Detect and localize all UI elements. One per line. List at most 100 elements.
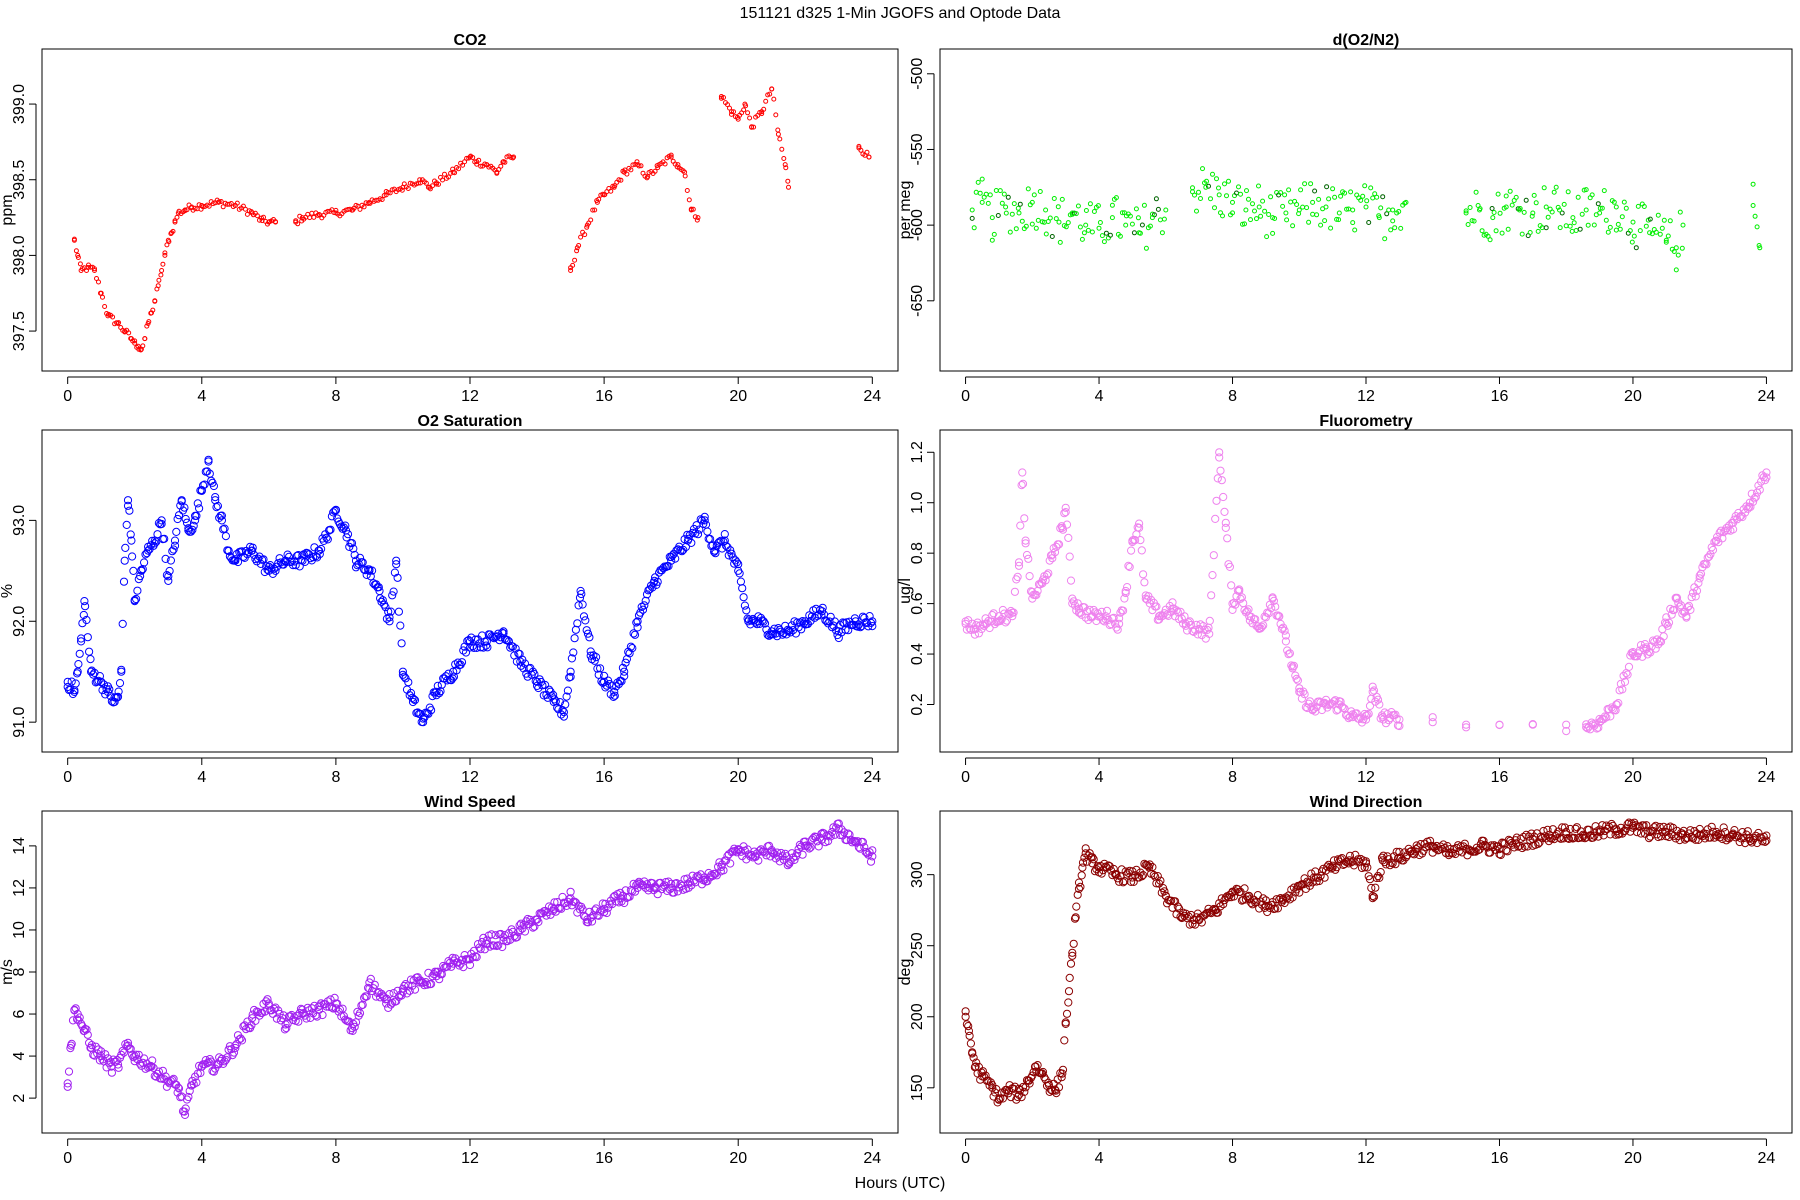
data-point — [1004, 1086, 1014, 1095]
data-point — [1111, 870, 1120, 879]
data-point — [270, 1004, 279, 1014]
data-point — [423, 980, 432, 989]
data-point — [375, 586, 384, 596]
data-point — [1201, 909, 1210, 919]
data-point — [385, 990, 394, 999]
data-point — [1180, 911, 1189, 920]
data-point — [1674, 598, 1683, 607]
data-point — [81, 602, 90, 611]
data-point — [172, 527, 181, 537]
data-point — [651, 573, 660, 582]
data-point — [1591, 222, 1597, 228]
data-point — [102, 304, 108, 309]
data-point — [628, 644, 637, 653]
data-point — [396, 621, 405, 630]
data-point — [586, 651, 595, 660]
figure-xlabel: Hours (UTC) — [855, 1175, 946, 1192]
data-point — [1069, 210, 1075, 216]
data-point — [177, 496, 186, 505]
data-point — [785, 626, 794, 635]
data-point — [683, 536, 693, 545]
data-point — [1467, 205, 1473, 210]
data-point — [1628, 823, 1638, 832]
data-point — [161, 554, 170, 564]
data-point — [1250, 201, 1255, 207]
data-point — [1139, 871, 1148, 880]
data-point — [814, 842, 823, 851]
data-point — [224, 546, 233, 555]
x-tick-label: 8 — [331, 1150, 340, 1167]
x-tick-label: 12 — [1357, 388, 1375, 405]
data-point — [119, 577, 129, 586]
data-point — [620, 672, 629, 681]
data-point — [585, 633, 594, 642]
data-point — [488, 633, 497, 642]
x-axis: 0 4 8 12 16 20 24 — [961, 376, 1775, 405]
data-point — [1208, 571, 1217, 580]
data-point — [1298, 187, 1304, 193]
data-point — [68, 689, 78, 699]
data-point — [610, 691, 619, 700]
data-point — [1073, 599, 1082, 608]
data-point — [1295, 881, 1304, 891]
data-point — [1575, 194, 1581, 200]
data-point — [129, 1053, 138, 1062]
data-point — [73, 667, 82, 676]
data-point — [845, 830, 854, 839]
data-point — [1528, 835, 1537, 844]
data-point — [586, 647, 595, 656]
data-point — [1221, 523, 1230, 533]
data-point — [386, 607, 395, 616]
data-point — [1479, 836, 1488, 846]
data-point — [1667, 218, 1673, 224]
data-point — [1163, 207, 1169, 213]
data-point — [80, 597, 89, 606]
data-point — [140, 1054, 149, 1063]
data-point — [868, 622, 877, 631]
data-point — [1426, 836, 1435, 845]
data-point — [1017, 481, 1026, 490]
data-point — [1675, 602, 1684, 611]
data-point — [487, 930, 496, 939]
data-point — [1390, 207, 1396, 213]
data-point — [189, 521, 198, 530]
data-point — [602, 908, 611, 918]
data-point — [349, 544, 358, 553]
data-point — [1392, 225, 1398, 231]
data-point — [1300, 690, 1309, 699]
y-tick-label: 398.0 — [11, 235, 28, 275]
data-point — [622, 167, 628, 173]
data-point — [1561, 201, 1567, 207]
data-point — [858, 147, 864, 153]
data-point — [123, 1041, 133, 1050]
data-point — [1691, 835, 1700, 844]
data-point — [490, 941, 499, 950]
data-point — [633, 883, 642, 893]
panel-title: Fluorometry — [1319, 413, 1412, 430]
data-point — [613, 678, 622, 687]
data-point — [299, 215, 305, 221]
data-point — [968, 1048, 977, 1057]
data-point — [781, 156, 787, 161]
data-point — [357, 206, 363, 212]
data-point — [1232, 592, 1241, 601]
data-point — [1369, 892, 1379, 902]
data-point — [1001, 191, 1007, 197]
data-point — [590, 207, 596, 213]
data-point — [350, 1022, 359, 1031]
data-point — [181, 1104, 190, 1113]
data-point — [1382, 236, 1388, 242]
data-point — [315, 1005, 324, 1014]
data-point — [1014, 558, 1024, 567]
data-point — [1043, 207, 1049, 213]
data-point — [98, 290, 104, 296]
data-point — [669, 888, 678, 897]
data-point — [1148, 863, 1157, 872]
data-point — [798, 850, 807, 859]
data-point — [998, 1094, 1008, 1103]
data-point — [609, 692, 618, 702]
data-point — [1571, 824, 1580, 833]
data-point — [1439, 840, 1448, 849]
data-point — [474, 159, 480, 165]
data-point — [600, 904, 609, 914]
